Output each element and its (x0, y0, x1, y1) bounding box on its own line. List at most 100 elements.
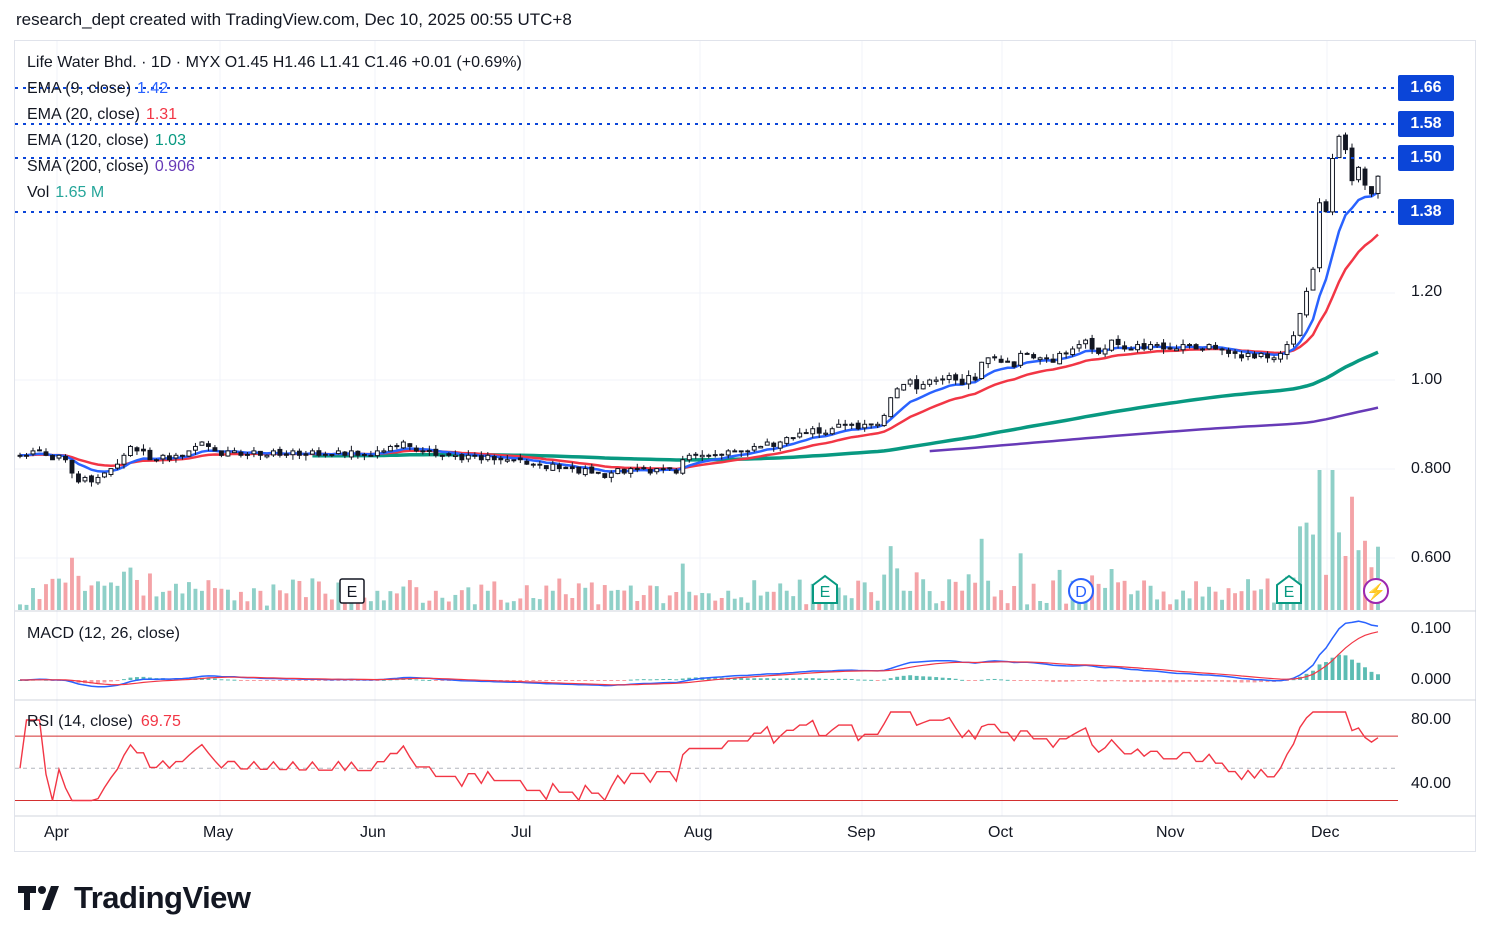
volume-bar (1272, 602, 1276, 610)
candle (472, 454, 478, 457)
candle (1200, 348, 1206, 351)
candle (1044, 357, 1050, 360)
candle (784, 437, 790, 444)
legend-ema9: EMA (9, close) 1.42 (27, 80, 168, 98)
candle (56, 454, 62, 459)
rsi-value: 69.75 (140, 713, 181, 730)
macd-hist-bar (765, 678, 770, 680)
macd-hist-bar (1096, 680, 1101, 682)
price-tick-4: 0.600 (1411, 549, 1452, 566)
candle (1219, 348, 1225, 351)
candle (1278, 352, 1283, 360)
candle (1239, 354, 1244, 359)
macd-hist-bar (336, 680, 341, 681)
volume-bar (687, 591, 692, 610)
candle (141, 448, 146, 452)
volume-bar (1194, 581, 1199, 610)
macd-hist-bar (563, 680, 568, 681)
macd-hist-bar (414, 679, 419, 681)
candle (985, 357, 991, 365)
volume-bar (752, 580, 757, 610)
macd-hist-bar (1233, 680, 1237, 683)
candle (37, 449, 42, 452)
event-marker-letter: E (347, 584, 358, 601)
candle (667, 467, 673, 470)
candle (154, 459, 159, 462)
volume-bar (758, 595, 763, 610)
macd-hist-bar (550, 680, 555, 681)
candle (953, 374, 959, 381)
candle (491, 456, 497, 461)
macd-hist-bar (1155, 680, 1160, 682)
volume-bar (368, 601, 373, 610)
macd-hist-bar (1064, 680, 1069, 682)
macd-hist-bar (1226, 680, 1231, 683)
volume-bar (498, 599, 503, 610)
candle (1265, 353, 1270, 359)
volume-bar (122, 571, 126, 610)
macd-hist-bar (511, 680, 516, 681)
candle (1226, 349, 1231, 354)
volume-bar (1109, 569, 1114, 610)
macd-hist-bar (1369, 671, 1374, 680)
volume-bar (804, 604, 809, 610)
macd-hist-bar (290, 680, 295, 681)
volume-bar (953, 581, 958, 610)
macd-hist-bar (882, 679, 887, 681)
candle (1291, 335, 1296, 345)
chart-frame[interactable] (14, 40, 1476, 852)
volume-bar (674, 591, 679, 610)
macd-hist-bar (258, 680, 263, 681)
volume-bar (492, 581, 497, 610)
indicator-lines (19, 191, 1379, 802)
volume-bar (576, 583, 581, 610)
volume-bar (1148, 585, 1153, 610)
candle (43, 451, 49, 456)
candle (160, 454, 166, 460)
candle (134, 447, 140, 452)
macd-hist-bar (914, 675, 919, 680)
macd-hist-bar (544, 680, 549, 682)
volume-bar (615, 589, 620, 610)
candle (199, 441, 205, 446)
event-marker-letter: E (1284, 584, 1295, 601)
volume-bar (290, 579, 295, 610)
volume-bar (1187, 598, 1192, 610)
volume-bar (329, 599, 334, 610)
tradingview-logo[interactable]: TradingView (18, 880, 251, 916)
candle (576, 466, 582, 474)
candle (342, 451, 348, 456)
candle (992, 356, 998, 359)
volume-bar (63, 582, 68, 610)
volume-bar (1122, 580, 1127, 610)
volume-bar (537, 599, 542, 610)
volume-bar (57, 578, 61, 610)
macd-hist-bar (706, 677, 711, 680)
volume-bar (277, 590, 282, 610)
macd-hist-bar (102, 680, 107, 683)
macd-hist-bar (745, 678, 750, 680)
macd-hist-bar (1285, 680, 1289, 681)
macd-hist-bar (973, 680, 978, 681)
macd-hist-bar (810, 678, 815, 680)
rsi-tick-1: 80.00 (1411, 711, 1452, 728)
volume-bar (1343, 555, 1348, 610)
candle (257, 450, 263, 456)
macd-hist-bar (297, 680, 302, 681)
candle (102, 472, 107, 478)
macd-hist-bar (407, 678, 412, 680)
candle (966, 375, 972, 385)
volume-bar (161, 591, 165, 610)
macd-hist-bar (986, 679, 991, 681)
candle (894, 388, 900, 399)
event-marker (1363, 578, 1389, 604)
volume-bar (375, 590, 380, 610)
macd-hist-bar (1337, 654, 1341, 680)
candle (420, 450, 426, 453)
candle (218, 450, 224, 456)
volume-bar (628, 585, 633, 610)
event-markers: E E D E ⚡ (339, 574, 1389, 604)
macd-hist-bar (1168, 680, 1173, 683)
event-marker (1068, 578, 1094, 604)
